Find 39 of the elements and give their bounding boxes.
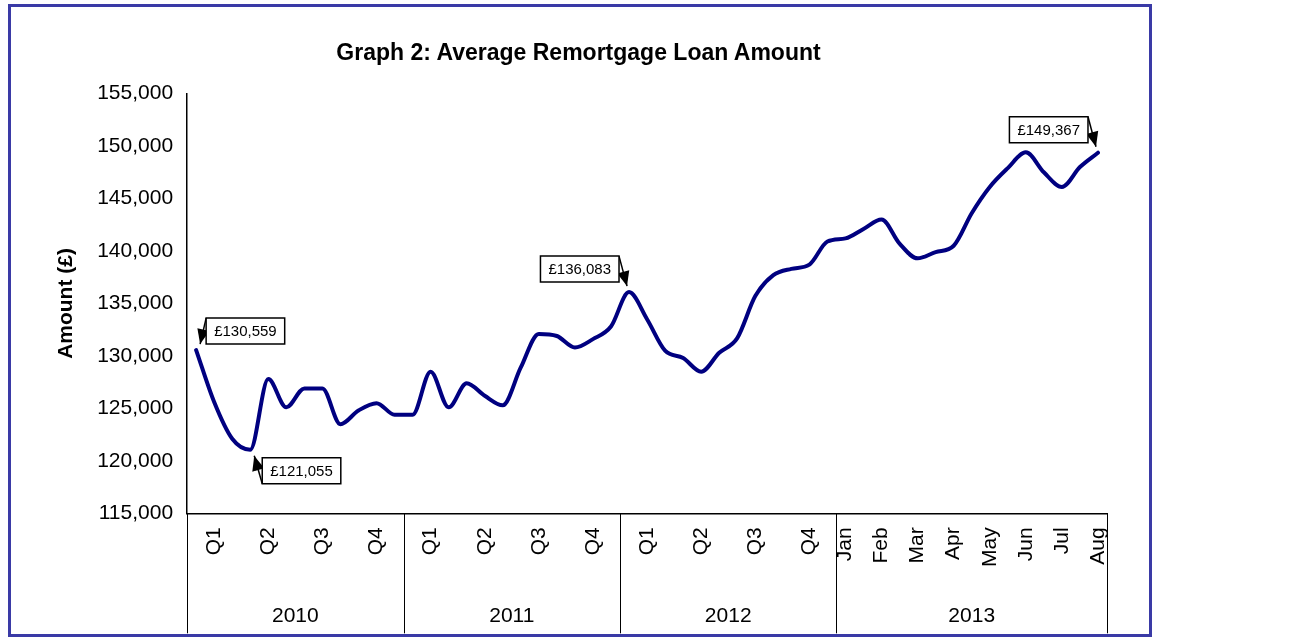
x-tick-label: Q1 <box>417 527 441 556</box>
y-tick-label: 155,000 <box>97 80 174 104</box>
x-tick-label: Jan <box>832 527 856 562</box>
y-tick-label: 125,000 <box>97 395 174 419</box>
text: 2011 <box>489 603 535 627</box>
x-tick-label: Q3 <box>309 527 333 556</box>
x-tick-label: Apr <box>940 527 964 561</box>
chart-title: Graph 2: Average Remortgage Loan Amount <box>336 39 822 66</box>
x-tick-label: Q1 <box>633 527 657 556</box>
x-tick-label: Jul <box>1048 527 1072 555</box>
x-tick-label: Jun <box>1012 527 1036 562</box>
x-tick-label: Q4 <box>796 527 820 556</box>
x-tick-label: Q1 <box>200 527 224 556</box>
x-tick-label: Q4 <box>363 527 387 556</box>
x-tick-label: Aug <box>1084 527 1108 565</box>
y-tick-label: 140,000 <box>97 237 174 261</box>
x-tick-label: Q4 <box>579 527 603 556</box>
x-tick-label: Q2 <box>255 527 279 556</box>
data-label: £136,083 <box>548 260 612 278</box>
x-tick-label: Feb <box>868 527 892 564</box>
data-label: £149,367 <box>1017 120 1080 138</box>
x-tick-label: Q2 <box>687 527 711 556</box>
x-tick-label: Q3 <box>525 527 549 556</box>
text: 2013 <box>948 603 996 627</box>
text: 2012 <box>704 603 752 627</box>
x-tick-label: May <box>976 526 1000 568</box>
y-tick-label: 150,000 <box>97 132 174 156</box>
x-tick-label: Q3 <box>742 527 766 556</box>
text: 2010 <box>271 603 319 627</box>
y-tick-label: 115,000 <box>98 500 174 524</box>
y-axis-title: Amount (£) <box>53 248 77 359</box>
data-label: £121,055 <box>270 461 333 479</box>
data-label: £130,559 <box>214 322 277 340</box>
x-tick-label: Mar <box>904 527 928 564</box>
y-tick-label: 135,000 <box>97 290 174 314</box>
y-tick-label: 145,000 <box>97 185 174 209</box>
y-tick-label: 120,000 <box>97 447 174 471</box>
x-tick-label: Q2 <box>471 527 495 556</box>
y-tick-label: 130,000 <box>97 342 174 366</box>
